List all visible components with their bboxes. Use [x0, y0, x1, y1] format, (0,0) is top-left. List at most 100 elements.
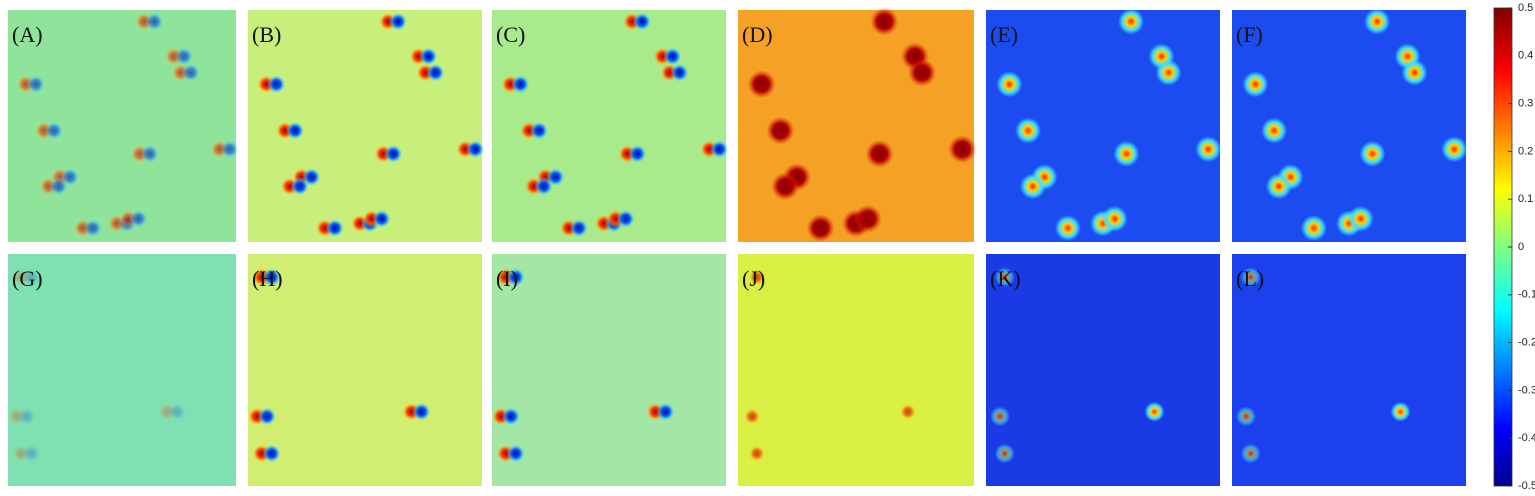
spot	[1261, 117, 1288, 144]
dipole-neg	[506, 268, 525, 287]
dipole-neg	[628, 144, 647, 163]
dipole-neg	[325, 219, 344, 238]
dipole-neg	[17, 407, 36, 426]
spot	[1401, 59, 1428, 86]
dipole-neg	[663, 47, 682, 66]
spot	[1144, 401, 1165, 422]
spot	[994, 443, 1015, 464]
spot	[1242, 71, 1269, 98]
spot	[1155, 59, 1182, 86]
panel-label: (L)	[1236, 266, 1264, 291]
spot	[1236, 406, 1257, 427]
panel-label: (I)	[496, 266, 518, 291]
heatmap	[986, 254, 1220, 486]
dipole-neg	[175, 47, 193, 66]
dipole-neg	[26, 75, 45, 94]
dipole-neg	[262, 444, 281, 463]
panel-label: (E)	[990, 22, 1018, 47]
colorbar-tick-label: 0.5	[1518, 2, 1533, 14]
spot	[1113, 140, 1140, 167]
spot	[771, 172, 800, 201]
panel-label: (C)	[496, 22, 525, 47]
dipole-neg	[670, 63, 689, 82]
spot	[1390, 401, 1411, 422]
spot	[1240, 267, 1261, 288]
spot	[1240, 443, 1261, 464]
spot	[899, 403, 916, 420]
dipole-neg	[140, 144, 159, 163]
dipole-neg	[419, 47, 438, 66]
dipole-neg	[220, 140, 239, 159]
spot	[748, 445, 765, 462]
panel: (F)	[1232, 8, 1468, 242]
spot	[1015, 117, 1042, 144]
dipole-neg	[506, 444, 525, 463]
panel: (C)	[492, 10, 729, 242]
panel-label: (D)	[742, 22, 773, 47]
panel: (E)	[986, 8, 1222, 242]
colorbar-tick-label: 0	[1518, 241, 1524, 253]
dipole-neg	[710, 140, 729, 159]
dipole-neg	[181, 63, 200, 82]
spot	[1101, 205, 1128, 232]
dipole-neg	[633, 12, 652, 31]
panel: (I)	[492, 254, 726, 486]
spot	[1441, 136, 1468, 163]
spot	[1364, 8, 1391, 35]
spot	[1054, 215, 1081, 242]
heatmap	[738, 254, 974, 486]
dipole-neg	[45, 121, 64, 140]
colorbar-tick-label: 0.4	[1518, 50, 1533, 62]
spot	[990, 406, 1011, 427]
panel: (J)	[738, 254, 974, 486]
dipole-neg	[290, 177, 309, 196]
spot	[766, 116, 795, 145]
dipole-neg	[258, 407, 277, 426]
spot	[994, 267, 1015, 288]
dipole-neg	[616, 209, 635, 228]
spot	[806, 214, 835, 243]
dipole-neg	[534, 177, 553, 196]
colorbar-tick-label: -0.2	[1518, 337, 1535, 349]
dipole-neg	[267, 75, 286, 94]
colorbar-tick-label: 0.2	[1518, 145, 1533, 157]
dipole-neg	[389, 12, 408, 31]
spot	[1118, 8, 1145, 35]
spot	[747, 70, 776, 99]
dipole-neg	[511, 75, 530, 94]
dipole-neg	[569, 219, 588, 238]
colorbar-tick-label: 0.1	[1518, 193, 1533, 205]
colorbar-tick-label: -0.4	[1518, 432, 1535, 444]
panel-label: (K)	[990, 266, 1021, 291]
colorbar-tick-label: -0.3	[1518, 384, 1535, 396]
dipole-neg	[426, 63, 445, 82]
panel: (L)	[1232, 254, 1466, 486]
dipole-neg	[129, 209, 148, 228]
spot	[1300, 215, 1327, 242]
dipole-neg	[466, 140, 485, 159]
panel-label: (G)	[12, 266, 43, 291]
dipole-neg	[502, 407, 521, 426]
dipole-neg	[22, 444, 41, 463]
spot	[996, 71, 1023, 98]
dipole-neg	[286, 121, 305, 140]
spot	[908, 58, 937, 87]
spot	[870, 7, 899, 36]
spot	[948, 135, 977, 164]
panel: (G)	[7, 254, 236, 486]
dipole-neg	[83, 219, 102, 238]
heatmap	[492, 254, 726, 486]
heatmap	[1232, 254, 1466, 486]
dipole-neg	[530, 121, 549, 140]
panel: (A)	[8, 10, 239, 242]
spot	[744, 408, 761, 425]
dipole-neg	[372, 209, 391, 228]
panel: (H)	[248, 254, 482, 486]
panel: (B)	[248, 10, 485, 242]
dipole-neg	[168, 402, 187, 421]
panel-label: (H)	[252, 266, 283, 291]
panel: (D)	[738, 7, 977, 243]
dipole-neg	[656, 402, 675, 421]
panel-label: (B)	[252, 22, 281, 47]
